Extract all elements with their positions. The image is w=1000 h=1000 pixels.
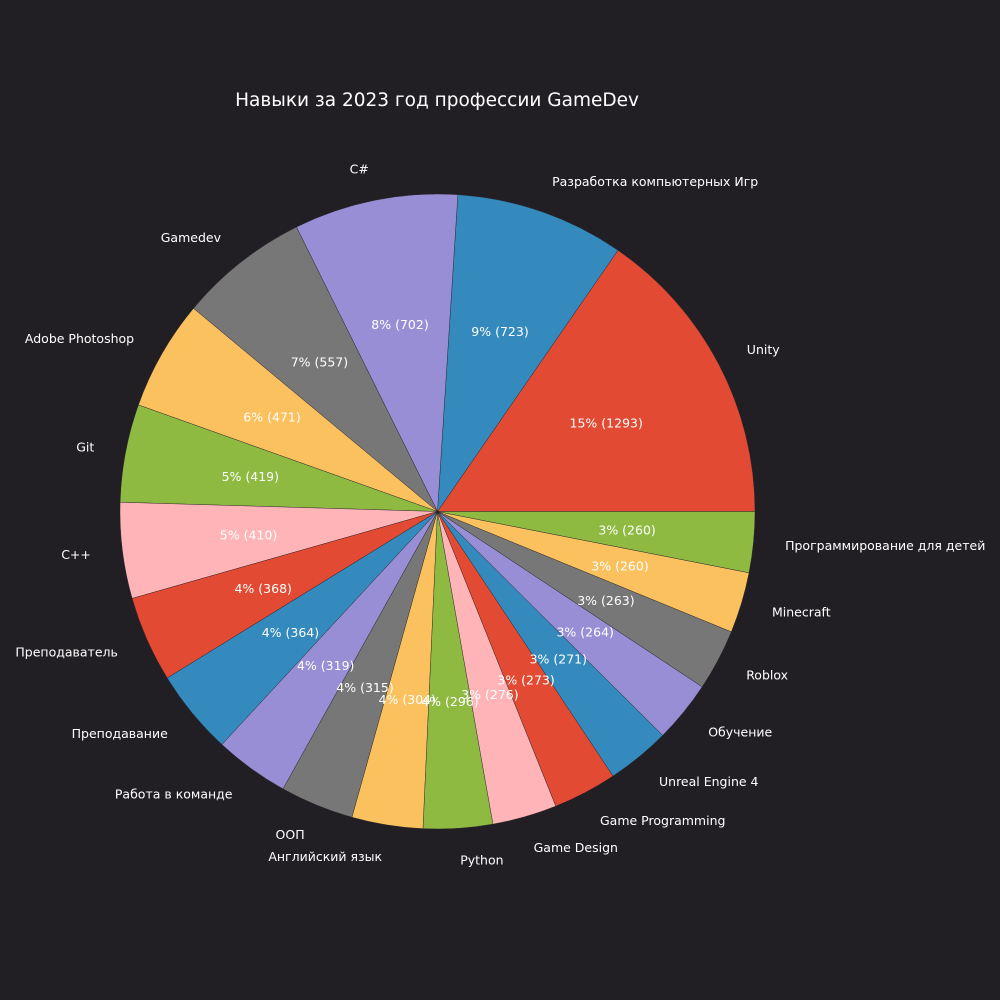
slice-percent-label: 4% (368) xyxy=(234,581,291,596)
slice-category-label: Gamedev xyxy=(161,230,222,245)
slice-percent-label: 4% (304) xyxy=(379,692,436,707)
slice-category-label: Программирование для детей xyxy=(785,538,985,553)
slice-category-label: Разработка компьютерных Игр xyxy=(552,174,758,189)
pie-slices xyxy=(119,193,756,830)
slice-category-label: Adobe Photoshop xyxy=(25,331,134,346)
slice-category-label: Roblox xyxy=(746,667,788,682)
pie-slice xyxy=(296,193,459,513)
slice-category-label: Обучение xyxy=(708,725,772,740)
slice-percent-label: 3% (263) xyxy=(577,593,634,608)
slice-category-label: Unreal Engine 4 xyxy=(659,774,759,789)
slice-category-label: C# xyxy=(350,162,369,177)
slice-category-label: Работа в команде xyxy=(115,787,233,802)
slice-category-label: Minecraft xyxy=(772,604,831,619)
slice-percent-label: 3% (260) xyxy=(598,523,655,538)
slice-percent-label: 8% (702) xyxy=(371,317,428,332)
slice-category-label: ООП xyxy=(276,827,305,842)
slice-percent-label: 9% (723) xyxy=(471,324,528,339)
slice-category-label: Преподавание xyxy=(72,726,168,741)
slice-percent-label: 4% (296) xyxy=(421,694,478,709)
chart-title: Навыки за 2023 год профессии GameDev xyxy=(235,90,639,111)
pie-slice xyxy=(437,511,756,574)
pie-slice xyxy=(437,250,756,512)
slice-percent-label: 3% (260) xyxy=(591,559,648,574)
slice-percent-label: 4% (319) xyxy=(297,658,354,673)
slice-category-label: Unity xyxy=(747,342,780,357)
slice-percent-label: 5% (410) xyxy=(220,528,277,543)
slice-percent-label: 3% (276) xyxy=(461,687,518,702)
slice-percent-label: 3% (273) xyxy=(497,673,554,688)
pct-labels: 15% (1293) 9% (723) 8% (702) 7% (557) 6% (47… xyxy=(220,317,656,709)
pie-slice xyxy=(437,194,619,513)
slice-category-label: Git xyxy=(76,440,94,455)
slice-percent-label: 7% (557) xyxy=(291,355,348,370)
slice-percent-label: 6% (471) xyxy=(243,410,300,425)
slice-labels: Unity Разработка компьютерных Игр C# Gamede… xyxy=(15,162,985,868)
slice-category-label: Английский язык xyxy=(268,849,382,864)
slice-percent-label: 3% (271) xyxy=(530,651,587,666)
slice-category-label: Game Programming xyxy=(600,813,725,828)
slice-percent-label: 15% (1293) xyxy=(570,416,643,431)
slice-category-label: Python xyxy=(460,853,503,868)
slice-percent-label: 4% (364) xyxy=(262,625,319,640)
slice-percent-label: 4% (315) xyxy=(336,680,393,695)
slice-percent-label: 5% (419) xyxy=(222,469,279,484)
slice-category-label: Game Design xyxy=(534,840,618,855)
pie-slice xyxy=(193,226,438,512)
slice-percent-label: 3% (264) xyxy=(556,624,613,639)
slice-category-label: C++ xyxy=(61,547,91,562)
slice-category-label: Преподаватель xyxy=(15,645,118,660)
